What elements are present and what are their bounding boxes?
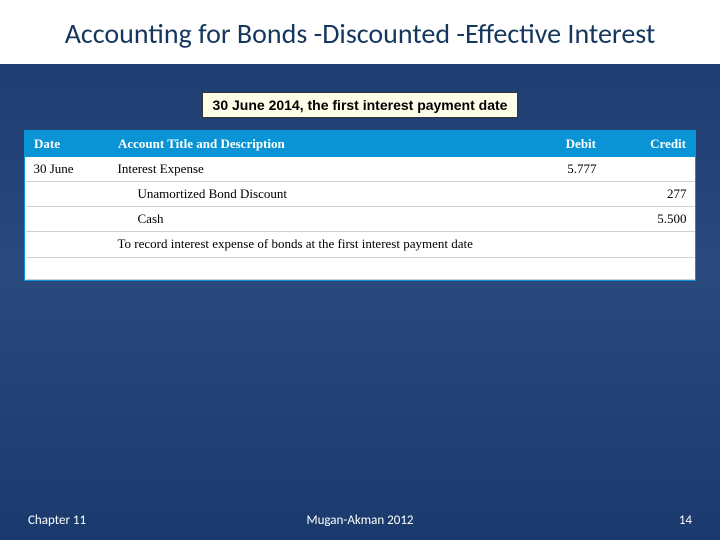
cell-empty [110, 258, 515, 280]
col-header-debit: Debit [515, 132, 605, 157]
cell-date: 30 June [26, 157, 110, 182]
cell-date [26, 232, 110, 258]
cell-debit [515, 182, 605, 207]
title-area: Accounting for Bonds -Discounted -Effect… [0, 0, 720, 64]
cell-debit [515, 207, 605, 232]
cell-debit [515, 232, 605, 258]
table-header-row: Date Account Title and Description Debit… [26, 132, 695, 157]
subtitle-wrapper: 30 June 2014, the first interest payment… [0, 64, 720, 130]
table-body: 30 June Interest Expense 5.777 Unamortiz… [26, 157, 695, 280]
footer-center: Mugan-Akman 2012 [306, 513, 413, 528]
table-row: To record interest expense of bonds at t… [26, 232, 695, 258]
footer-left: Chapter 11 [28, 513, 86, 528]
cell-empty [26, 258, 110, 280]
cell-desc: Unamortized Bond Discount [110, 182, 515, 207]
footer: Chapter 11 Mugan-Akman 2012 14 [0, 513, 720, 528]
col-header-desc: Account Title and Description [110, 132, 515, 157]
journal-table: Date Account Title and Description Debit… [25, 131, 695, 280]
journal-table-wrap: Date Account Title and Description Debit… [24, 130, 696, 281]
table-row: 30 June Interest Expense 5.777 [26, 157, 695, 182]
table-row: Cash 5.500 [26, 207, 695, 232]
cell-date [26, 182, 110, 207]
cell-credit [605, 232, 695, 258]
cell-debit: 5.777 [515, 157, 605, 182]
col-header-credit: Credit [605, 132, 695, 157]
col-header-date: Date [26, 132, 110, 157]
slide-title: Accounting for Bonds -Discounted -Effect… [40, 18, 680, 50]
subtitle-box: 30 June 2014, the first interest payment… [202, 92, 519, 118]
cell-credit: 277 [605, 182, 695, 207]
cell-memo: To record interest expense of bonds at t… [110, 232, 515, 258]
cell-desc: Interest Expense [110, 157, 515, 182]
cell-desc: Cash [110, 207, 515, 232]
table-row: Unamortized Bond Discount 277 [26, 182, 695, 207]
table-row [26, 258, 695, 280]
cell-date [26, 207, 110, 232]
cell-credit: 5.500 [605, 207, 695, 232]
cell-credit [605, 157, 695, 182]
cell-empty [605, 258, 695, 280]
cell-empty [515, 258, 605, 280]
footer-right: 14 [679, 513, 692, 528]
